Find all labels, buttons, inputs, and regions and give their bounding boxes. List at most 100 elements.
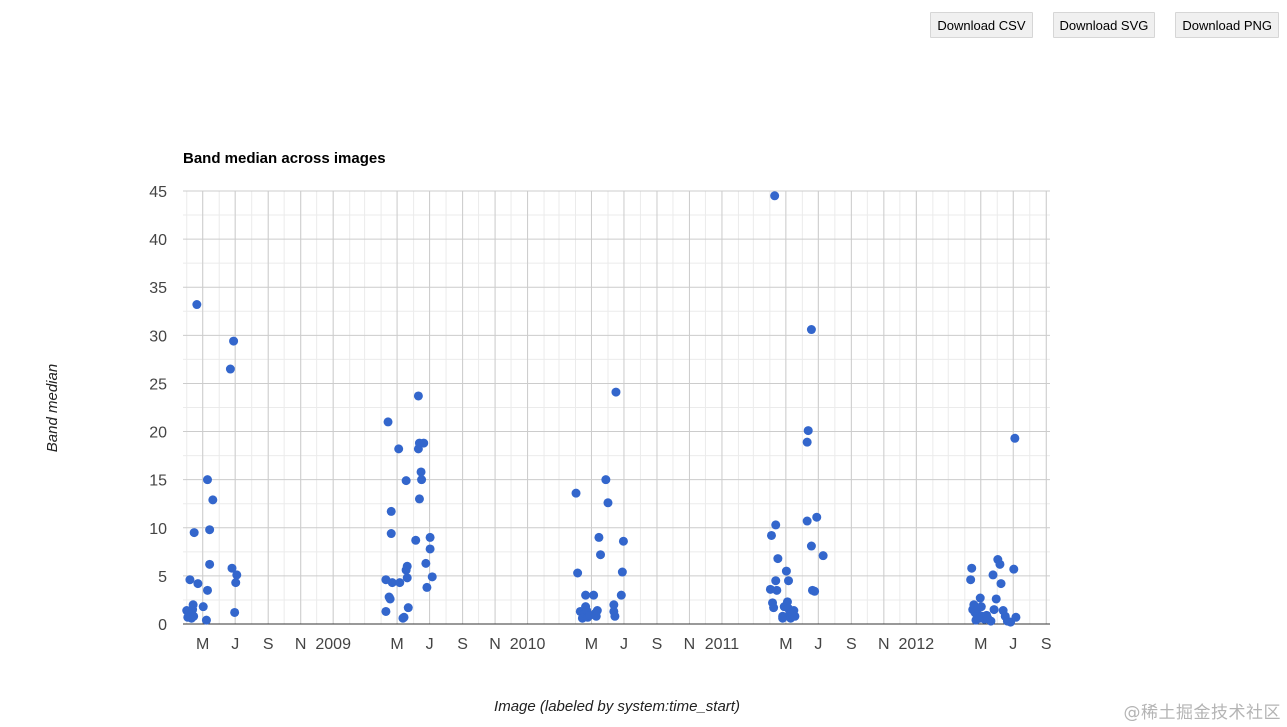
data-point[interactable] [231,578,241,588]
data-point[interactable] [232,570,242,580]
data-point[interactable] [383,417,393,427]
data-point[interactable] [413,391,423,401]
data-point[interactable] [425,544,435,554]
data-point[interactable] [581,590,591,600]
data-points [182,191,1021,627]
data-point[interactable] [989,605,999,615]
data-point[interactable] [766,530,776,540]
data-point[interactable] [773,554,783,564]
data-point[interactable] [422,582,432,592]
data-point[interactable] [1010,433,1020,443]
data-point[interactable] [806,541,816,551]
data-point[interactable] [810,586,820,596]
data-point[interactable] [419,438,429,448]
data-point[interactable] [192,300,202,310]
data-point[interactable] [818,551,828,561]
data-point[interactable] [772,585,782,595]
data-point[interactable] [189,528,199,538]
data-point[interactable] [594,532,604,542]
data-point[interactable] [205,525,215,535]
data-point[interactable] [781,566,791,576]
data-point[interactable] [417,475,427,485]
data-point[interactable] [411,535,421,545]
data-point[interactable] [986,616,996,626]
data-point[interactable] [425,532,435,542]
data-point[interactable] [573,568,583,578]
data-point[interactable] [611,387,621,397]
data-point[interactable] [976,602,986,612]
data-point[interactable] [395,578,405,588]
data-point[interactable] [782,597,792,607]
data-point[interactable] [208,495,218,505]
data-point[interactable] [609,600,619,610]
data-point[interactable] [603,498,613,508]
x-tick-label: N [489,636,501,653]
data-point[interactable] [770,191,780,201]
data-point[interactable] [387,578,397,588]
x-tick-label: N [878,636,890,653]
data-point[interactable] [230,607,240,617]
data-point[interactable] [778,611,788,621]
data-point[interactable] [995,559,1005,569]
data-point[interactable] [975,593,985,603]
data-point[interactable] [771,520,781,530]
data-point[interactable] [1009,564,1019,574]
data-point[interactable] [1011,612,1021,622]
data-point[interactable] [601,475,611,485]
data-point[interactable] [967,563,977,573]
data-point[interactable] [790,611,800,621]
download-png-button[interactable]: Download PNG [1175,12,1279,38]
data-point[interactable] [225,364,235,374]
data-point[interactable] [802,516,812,526]
data-point[interactable] [771,576,781,586]
x-tick-labels: M J S N 2009 M J S N 2010 M J S N 2011 M J S N 2012 M J S [196,636,1052,653]
data-point[interactable] [596,550,606,560]
data-point[interactable] [229,336,239,346]
data-point[interactable] [996,579,1006,589]
data-point[interactable] [381,606,391,616]
data-point[interactable] [185,575,195,585]
data-point[interactable] [202,475,212,485]
data-point[interactable] [394,444,404,454]
data-point[interactable] [402,561,412,571]
data-point[interactable] [202,585,212,595]
data-point[interactable] [610,611,620,621]
data-point[interactable] [421,558,431,568]
data-point[interactable] [966,575,976,585]
data-point[interactable] [386,529,396,539]
data-point[interactable] [386,506,396,516]
data-point[interactable] [991,594,1001,604]
data-point[interactable] [188,600,198,610]
data-point[interactable] [589,590,599,600]
download-csv-button[interactable]: Download CSV [930,12,1033,38]
data-point[interactable] [189,611,199,621]
data-point[interactable] [803,426,813,436]
data-point[interactable] [385,594,395,604]
data-point[interactable] [403,603,413,613]
data-point[interactable] [402,573,412,583]
data-point[interactable] [988,570,998,580]
data-point[interactable] [769,603,779,613]
download-svg-button[interactable]: Download SVG [1052,12,1156,38]
data-point[interactable] [812,512,822,522]
data-point[interactable] [401,476,411,486]
data-point[interactable] [806,325,816,335]
data-point[interactable] [617,567,627,577]
data-point[interactable] [427,572,437,582]
data-point[interactable] [616,590,626,600]
data-point[interactable] [592,606,602,616]
x-tick-label: S [1041,636,1052,653]
data-point[interactable] [416,467,426,477]
data-point[interactable] [571,488,581,498]
data-point[interactable] [205,559,215,569]
data-point[interactable] [618,536,628,546]
data-point[interactable] [201,615,211,625]
data-point[interactable] [802,437,812,447]
data-point[interactable] [227,563,237,573]
data-point[interactable] [414,494,424,504]
y-tick-label: 40 [149,232,167,249]
data-point[interactable] [193,579,203,589]
data-point[interactable] [198,602,208,612]
data-point[interactable] [784,576,794,586]
data-point[interactable] [399,612,409,622]
